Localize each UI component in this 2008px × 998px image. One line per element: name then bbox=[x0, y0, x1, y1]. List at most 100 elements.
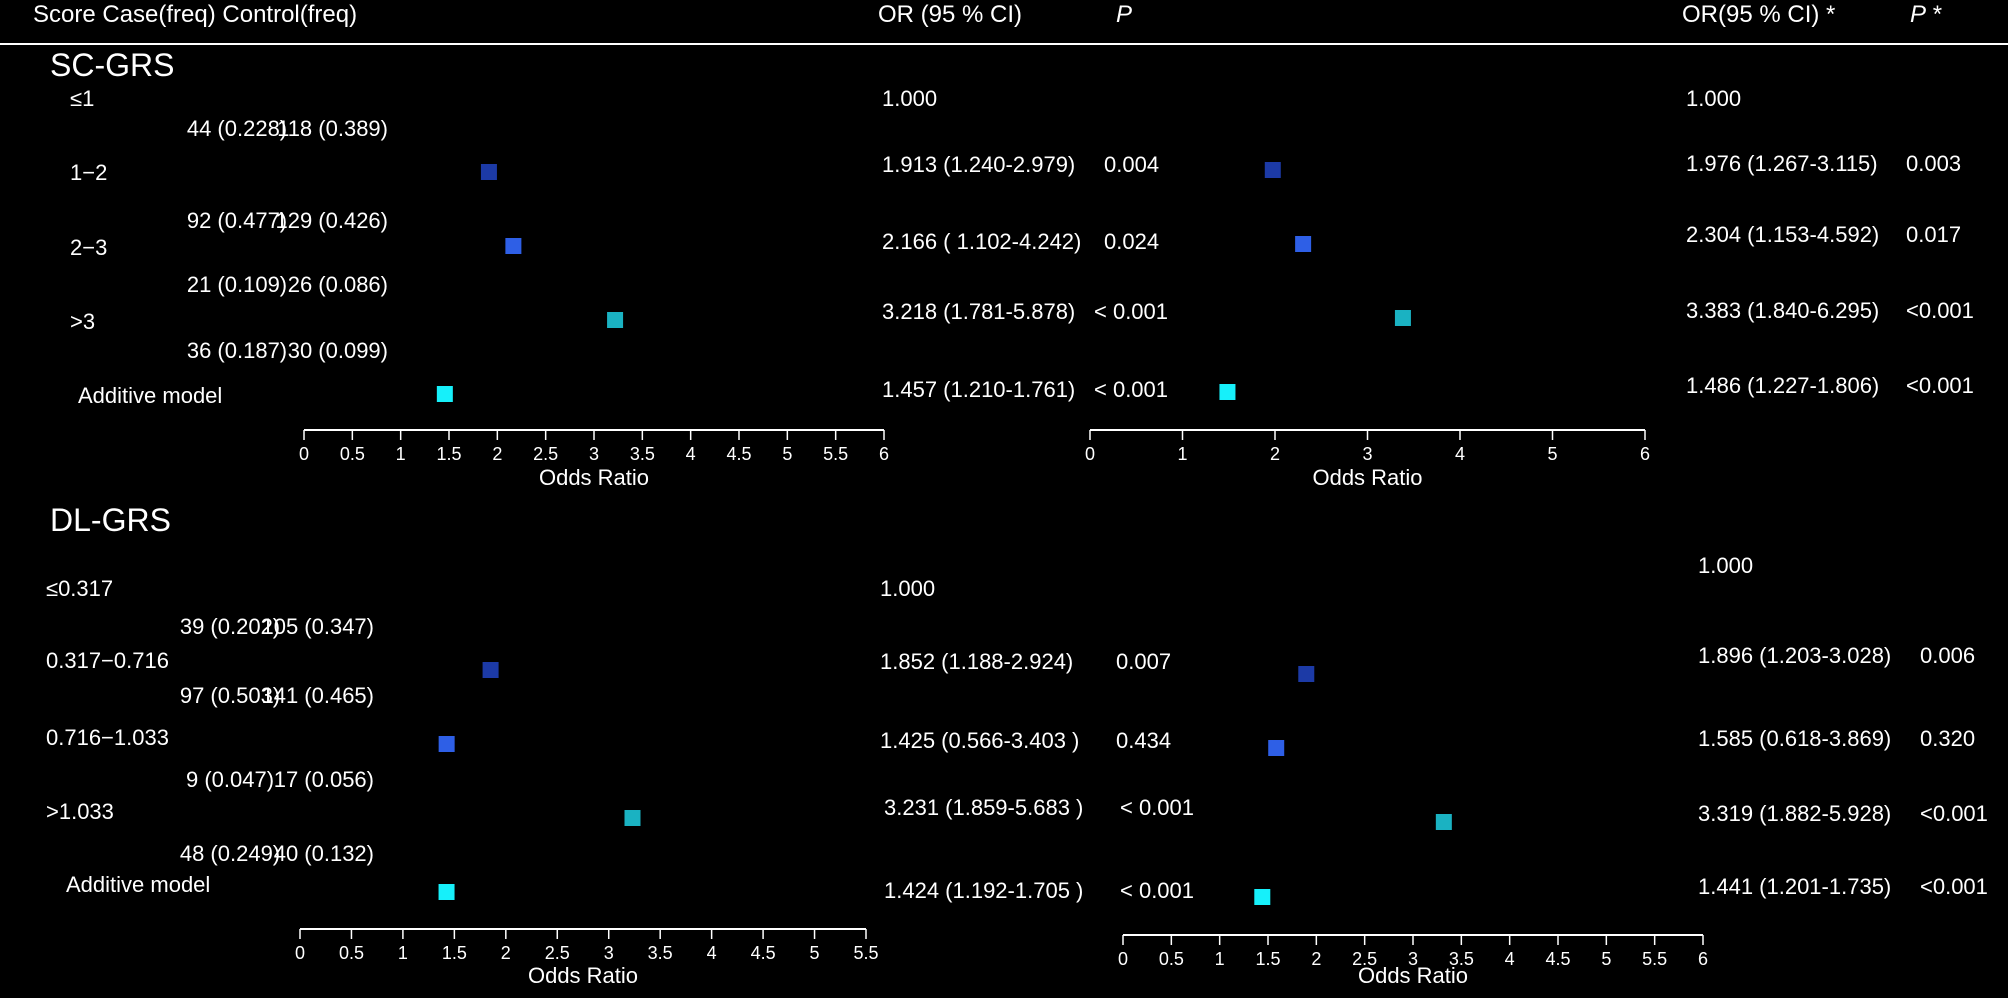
or-ci-value: 3.218 (1.781-5.878) bbox=[882, 299, 1075, 324]
crude-axis: 0 0.5 1 1.5 2 2.5 3 3.5 4 4.5 5 5.5 6 Odds Ratio bbox=[299, 429, 889, 490]
adjusted-tick-label: 0 bbox=[1085, 444, 1095, 464]
crude-tick-label: 1 bbox=[396, 444, 406, 464]
row-label: >3 bbox=[70, 309, 95, 334]
crude-tick-label: 1.5 bbox=[442, 943, 467, 963]
adjusted-tick-label: 3 bbox=[1362, 444, 1372, 464]
p-adj-value: 0.017 bbox=[1906, 222, 1961, 247]
adjusted-tick-label: 1 bbox=[1215, 949, 1225, 969]
or-ci-value: 1.000 bbox=[882, 86, 937, 111]
forest-row: 2−3 21 (0.109) 26 (0.086) 2.166 ( 1.102-4.2… bbox=[70, 222, 1961, 297]
crude-tick-label: 5.5 bbox=[823, 444, 848, 464]
control-freq: 30 (0.099) bbox=[288, 338, 388, 363]
forest-row: >1.033 48 (0.249)40 (0.132) 3.231 (1.859-5… bbox=[46, 795, 1988, 866]
p-adj-value: 0.320 bbox=[1920, 726, 1975, 751]
p-value: < 0.001 bbox=[1094, 299, 1168, 324]
crude-tick-label: 4.5 bbox=[726, 444, 751, 464]
p-value: < 0.001 bbox=[1094, 377, 1168, 402]
header-score-col: Score Case(freq) Control(freq) bbox=[33, 1, 357, 28]
header-p-col: P bbox=[1116, 1, 1132, 28]
or-adj-marker bbox=[1295, 236, 1312, 252]
row-label: Additive model bbox=[78, 383, 222, 408]
adjusted-tick-label: 5 bbox=[1601, 949, 1611, 969]
header-or-col: OR (95 % CI) bbox=[878, 1, 1022, 28]
crude-tick-label: 5.5 bbox=[853, 943, 878, 963]
or-adj-marker bbox=[1264, 162, 1281, 178]
case-freq: 21 (0.109) bbox=[187, 272, 287, 297]
p-value: < 0.001 bbox=[1120, 795, 1194, 820]
forest-row: Additive model 1.457 (1.210-1.761) < 0.001… bbox=[78, 373, 1974, 408]
adjusted-tick-label: 4 bbox=[1455, 444, 1465, 464]
or-marker bbox=[624, 810, 641, 826]
header-p-adj-col: P * bbox=[1910, 1, 1942, 28]
adjusted-tick-label: 5 bbox=[1547, 444, 1557, 464]
or-ci-value: 1.424 (1.192-1.705 ) bbox=[884, 878, 1083, 903]
or-adj-ci-value: 1.976 (1.267-3.115) bbox=[1686, 151, 1878, 176]
adjusted-axis: 0 1 2 3 4 5 6 Odds Ratio bbox=[1085, 429, 1650, 490]
header-or-adj-col: OR(95 % CI) * bbox=[1682, 1, 1835, 28]
crude-axis-label: Odds Ratio bbox=[528, 963, 638, 988]
row-label: ≤0.317 bbox=[46, 576, 113, 601]
panel-title: SC-GRS bbox=[50, 47, 174, 83]
or-marker bbox=[607, 312, 624, 328]
or-marker bbox=[480, 164, 497, 180]
forest-panel-1: SC-GRS 0 0.5 1 1.5 2 2.5 3 3.5 4 4.5 5 5.5 6 Odds Rati… bbox=[50, 47, 1974, 490]
crude-tick-label: 4 bbox=[707, 943, 717, 963]
control-freq: 141 (0.465) bbox=[261, 683, 374, 708]
p-adj-value: 0.003 bbox=[1906, 151, 1961, 176]
crude-tick-label: 5 bbox=[810, 943, 820, 963]
crude-tick-label: 1.5 bbox=[436, 444, 461, 464]
crude-tick-label: 4.5 bbox=[751, 943, 776, 963]
crude-axis: 0 0.5 1 1.5 2 2.5 3 3.5 4 4.5 5 5.5 Odds Ratio bbox=[295, 928, 879, 988]
control-freq: 26 (0.086) bbox=[288, 272, 388, 297]
case-freq: 44 (0.228) bbox=[187, 116, 287, 141]
or-adj-ci-value: 1.896 (1.203-3.028) bbox=[1698, 643, 1891, 668]
forest-row: Additive model 1.424 (1.192-1.705 ) < 0.00… bbox=[66, 872, 1988, 905]
p-adj-value: 0.006 bbox=[1920, 643, 1975, 668]
control-freq: 17 (0.056) bbox=[274, 767, 374, 792]
crude-tick-label: 1 bbox=[398, 943, 408, 963]
forest-row: ≤1 44 (0.228)118 (0.389) 1.000 1.000 bbox=[70, 86, 1741, 141]
p-adj-value: <0.001 bbox=[1920, 874, 1988, 899]
or-ci-value: 1.000 bbox=[880, 576, 935, 601]
or-ci-value: 1.852 (1.188-2.924) bbox=[880, 649, 1073, 674]
adjusted-axis-label: Odds Ratio bbox=[1358, 963, 1468, 988]
control-freq: 118 (0.389) bbox=[277, 116, 388, 141]
adjusted-tick-label: 4.5 bbox=[1545, 949, 1570, 969]
or-adj-marker bbox=[1298, 666, 1315, 682]
adjusted-axis-label: Odds Ratio bbox=[1312, 465, 1422, 490]
adjusted-tick-label: 4 bbox=[1505, 949, 1515, 969]
p-value: < 0.001 bbox=[1120, 878, 1194, 903]
or-adj-ci-value: 2.304 (1.153-4.592) bbox=[1686, 222, 1879, 247]
row-label: 0.716−1.033 bbox=[46, 725, 169, 750]
or-ci-value: 1.913 (1.240-2.979) bbox=[882, 152, 1075, 177]
or-marker bbox=[438, 884, 455, 900]
or-ci-value: 2.166 ( 1.102-4.242) bbox=[882, 229, 1081, 254]
crude-tick-label: 2.5 bbox=[533, 444, 558, 464]
forest-row: 1−2 92 (0.477)129 (0.426) 1.913 (1.240-2.9… bbox=[70, 151, 1961, 233]
crude-tick-label: 4 bbox=[686, 444, 696, 464]
adjusted-axis: 0 0.5 1 1.5 2 2.5 3 3.5 4 4.5 5 5.5 6 Odds Ratio bbox=[1118, 934, 1708, 988]
or-adj-marker bbox=[1268, 740, 1285, 756]
forest-row: >3 36 (0.187) 30 (0.099) 3.218 (1.781-5.878… bbox=[70, 298, 1974, 363]
p-adj-value: <0.001 bbox=[1920, 801, 1988, 826]
or-adj-ci-value: 1.000 bbox=[1686, 86, 1741, 111]
case-freq: 48 (0.249) bbox=[180, 841, 280, 866]
or-ci-value: 1.457 (1.210-1.761) bbox=[882, 377, 1075, 402]
or-adj-marker bbox=[1219, 384, 1236, 400]
adjusted-tick-label: 2.5 bbox=[1352, 949, 1377, 969]
p-value: 0.434 bbox=[1116, 728, 1171, 753]
forest-row: 0.716−1.033 9 (0.047) 17 (0.056) 1.425 (0.5… bbox=[46, 725, 1975, 792]
or-adj-ci-value: 1.441 (1.201-1.735) bbox=[1698, 874, 1891, 899]
or-adj-marker bbox=[1394, 310, 1411, 326]
case-freq: 97 (0.503) bbox=[180, 683, 280, 708]
p-adj-value: <0.001 bbox=[1906, 373, 1974, 398]
row-label: >1.033 bbox=[46, 799, 114, 824]
or-adj-ci-value: 3.319 (1.882-5.928) bbox=[1698, 801, 1891, 826]
crude-tick-label: 6 bbox=[879, 444, 889, 464]
or-adj-marker bbox=[1435, 814, 1452, 830]
row-label: 0.317−0.716 bbox=[46, 648, 169, 673]
or-marker bbox=[438, 736, 455, 752]
table-header: Score Case(freq) Control(freq) OR (95 % … bbox=[0, 1, 2008, 45]
case-freq: 36 (0.187) bbox=[187, 338, 287, 363]
